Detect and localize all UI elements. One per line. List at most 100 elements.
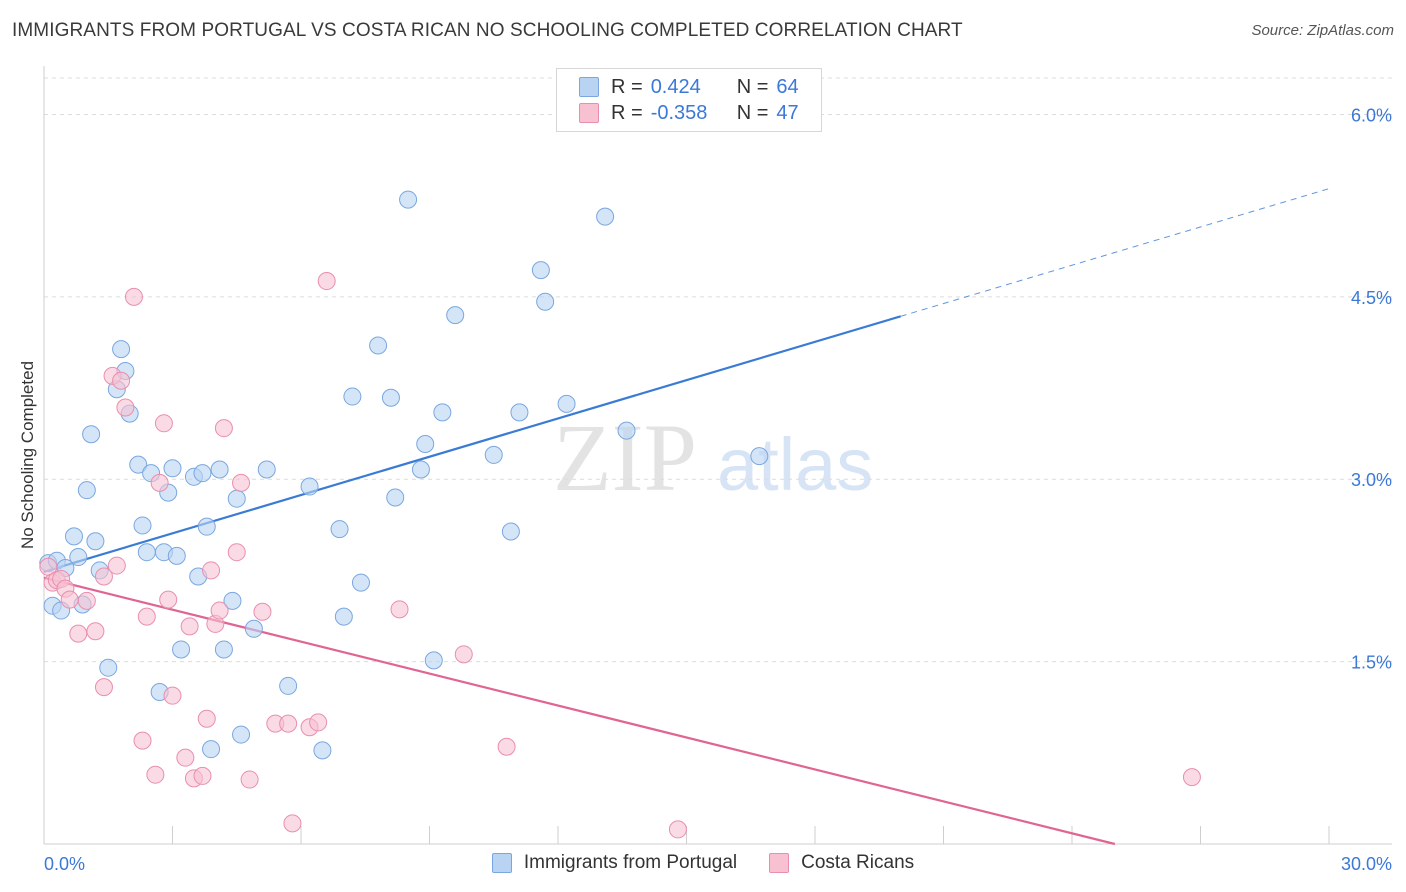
point-costa-rican bbox=[197, 709, 216, 728]
series-legend-item-portugal: Immigrants from Portugal bbox=[491, 852, 738, 874]
trend-lines bbox=[43, 188, 1330, 846]
legend-r-value: 0.424 bbox=[650, 75, 701, 98]
point-costa-rican bbox=[180, 617, 199, 636]
point-portugal bbox=[334, 607, 353, 626]
point-costa-rican bbox=[77, 591, 96, 610]
point-portugal bbox=[411, 460, 430, 479]
point-costa-rican bbox=[159, 590, 178, 609]
point-portugal bbox=[167, 546, 186, 565]
point-costa-rican bbox=[309, 713, 328, 732]
point-portugal bbox=[399, 190, 418, 209]
point-portugal bbox=[69, 548, 88, 567]
point-portugal bbox=[531, 261, 550, 280]
legend-swatch-pink bbox=[579, 103, 599, 123]
point-costa-rican bbox=[454, 645, 473, 664]
point-costa-rican bbox=[240, 770, 259, 789]
legend-r-label: R = bbox=[611, 101, 643, 124]
point-portugal bbox=[300, 477, 319, 496]
point-costa-rican bbox=[210, 601, 229, 620]
point-portugal bbox=[82, 425, 101, 444]
point-costa-rican bbox=[193, 766, 212, 785]
legend-n-label: N = bbox=[736, 101, 769, 124]
point-portugal bbox=[210, 460, 229, 479]
point-portugal bbox=[381, 388, 400, 407]
point-costa-rican bbox=[227, 543, 246, 562]
point-portugal bbox=[172, 640, 191, 659]
point-costa-rican bbox=[60, 590, 79, 609]
y-tick-label: 4.5% bbox=[1351, 288, 1392, 308]
x-tick-label: 0.0% bbox=[44, 854, 85, 874]
point-costa-rican bbox=[69, 624, 88, 643]
correlation-legend: R = 0.424 N = 64 R = -0.358 N = 47 bbox=[556, 68, 822, 132]
legend-swatch-blue bbox=[579, 77, 599, 97]
point-portugal bbox=[446, 306, 465, 325]
point-costa-rican bbox=[150, 473, 169, 492]
point-costa-rican bbox=[154, 414, 173, 433]
point-portugal bbox=[193, 464, 212, 483]
y-tick-label: 1.5% bbox=[1351, 653, 1392, 673]
point-costa-rican bbox=[94, 678, 113, 697]
point-portugal bbox=[596, 207, 615, 226]
point-portugal bbox=[64, 527, 83, 546]
point-costa-rican bbox=[202, 561, 221, 580]
point-portugal bbox=[133, 516, 152, 535]
point-portugal bbox=[99, 658, 118, 677]
legend-row-portugal: R = 0.424 N = 64 bbox=[579, 75, 799, 99]
point-costa-rican bbox=[133, 731, 152, 750]
point-portugal bbox=[129, 455, 148, 474]
point-portugal bbox=[223, 591, 242, 610]
legend-row-costa-rica: R = -0.358 N = 47 bbox=[579, 101, 799, 125]
point-portugal bbox=[750, 447, 769, 466]
point-portugal bbox=[313, 741, 332, 760]
point-costa-rican bbox=[176, 748, 195, 767]
point-costa-rican bbox=[124, 287, 143, 306]
point-portugal bbox=[163, 459, 182, 478]
point-costa-rican bbox=[163, 686, 182, 705]
watermark-zip: ZIP bbox=[553, 404, 697, 511]
point-portugal bbox=[112, 340, 131, 359]
point-portugal bbox=[433, 403, 452, 422]
series-legend-label: Costa Ricans bbox=[801, 852, 915, 873]
point-portugal bbox=[536, 292, 555, 311]
watermark-atlas: atlas bbox=[717, 423, 873, 506]
watermark: ZIP atlas bbox=[553, 404, 873, 511]
point-costa-rican bbox=[86, 622, 105, 641]
series-legend-label: Immigrants from Portugal bbox=[523, 852, 738, 873]
point-costa-rican bbox=[137, 607, 156, 626]
series-legend: Immigrants from Portugal Costa Ricans bbox=[0, 852, 1406, 874]
legend-r-label: R = bbox=[611, 75, 643, 98]
point-portugal bbox=[351, 573, 370, 592]
point-costa-rican bbox=[253, 602, 272, 621]
series-legend-item-costa-ricans: Costa Ricans bbox=[769, 852, 914, 874]
point-costa-rican bbox=[279, 714, 298, 733]
point-portugal bbox=[257, 460, 276, 479]
point-portugal bbox=[416, 434, 435, 453]
point-portugal bbox=[557, 394, 576, 413]
trend-line-portugal bbox=[43, 315, 901, 573]
data-points bbox=[39, 190, 1201, 839]
y-tick-label: 3.0% bbox=[1351, 470, 1392, 490]
point-costa-rican bbox=[390, 600, 409, 619]
point-costa-rican bbox=[112, 371, 131, 390]
point-portugal bbox=[244, 619, 263, 638]
point-costa-rican bbox=[214, 419, 233, 438]
point-portugal bbox=[137, 543, 156, 562]
point-costa-rican bbox=[283, 814, 302, 833]
series-swatch-pink bbox=[769, 853, 790, 873]
point-portugal bbox=[232, 725, 251, 744]
point-portugal bbox=[214, 640, 233, 659]
axes bbox=[43, 66, 1392, 845]
point-portugal bbox=[343, 387, 362, 406]
point-portugal bbox=[369, 336, 388, 355]
point-portugal bbox=[330, 520, 349, 539]
y-tick-label: 6.0% bbox=[1351, 105, 1392, 125]
point-costa-rican bbox=[1182, 768, 1201, 787]
point-costa-rican bbox=[146, 765, 165, 784]
point-portugal bbox=[202, 740, 221, 759]
chart-title: IMMIGRANTS FROM PORTUGAL VS COSTA RICAN … bbox=[12, 20, 963, 41]
legend-r-value: -0.358 bbox=[650, 101, 708, 124]
point-portugal bbox=[197, 517, 216, 536]
x-tick-label: 30.0% bbox=[1341, 854, 1392, 874]
point-portugal bbox=[86, 532, 105, 551]
